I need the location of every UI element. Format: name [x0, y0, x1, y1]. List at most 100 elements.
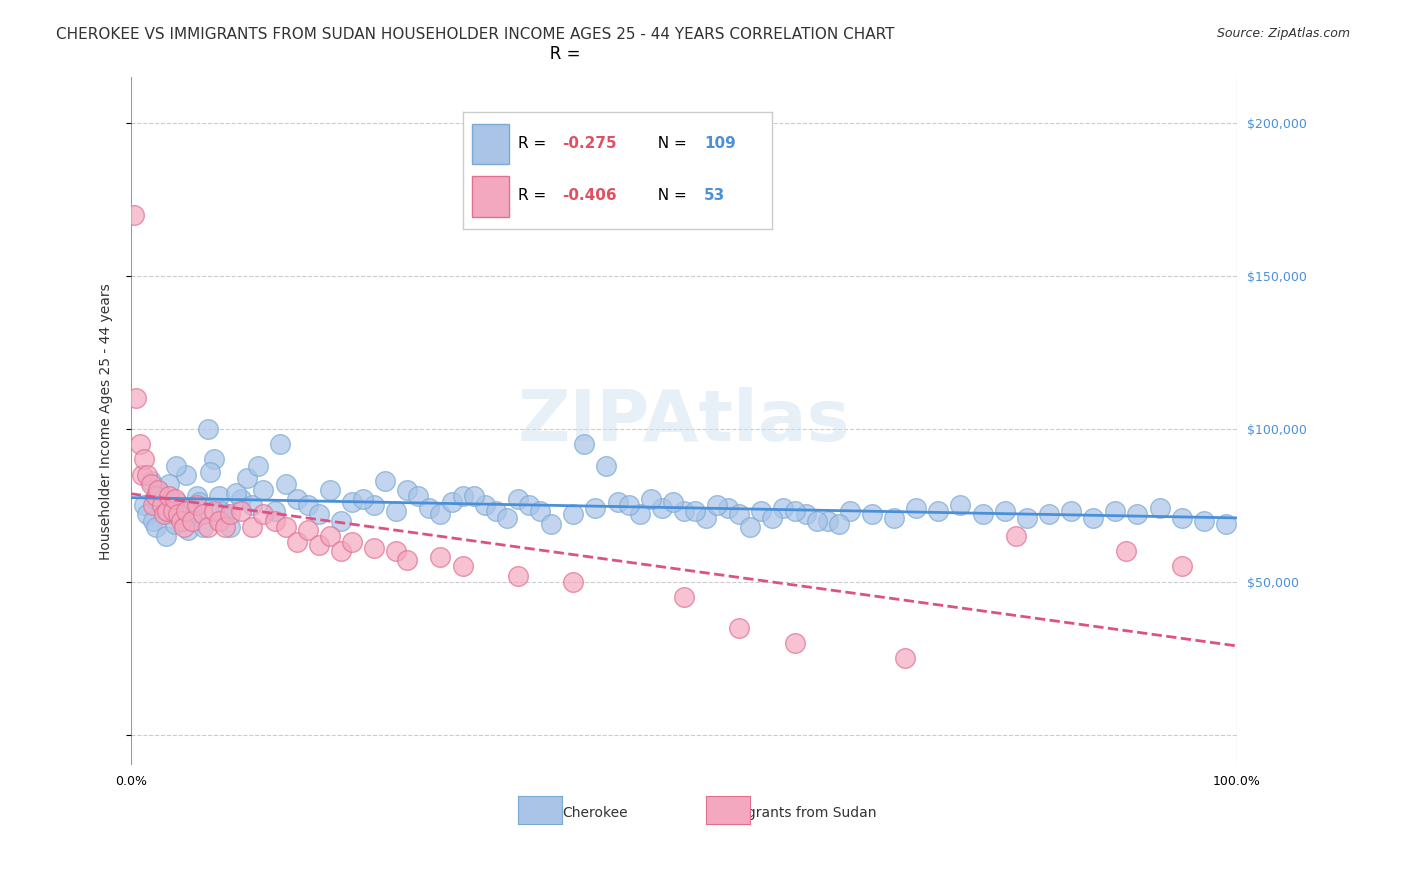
Point: [186, 489, 208, 503]
Point: [155, 529, 177, 543]
Point: [263, 514, 285, 528]
Point: [197, 422, 219, 436]
Point: [274, 477, 297, 491]
Point: [672, 590, 695, 604]
Point: [186, 498, 208, 512]
Point: [308, 508, 330, 522]
Point: [496, 510, 519, 524]
Point: [269, 437, 291, 451]
Point: [162, 508, 184, 522]
Point: [972, 508, 994, 522]
Point: [994, 504, 1017, 518]
Point: [242, 519, 264, 533]
Point: [191, 519, 214, 533]
Point: [180, 501, 202, 516]
Point: [197, 519, 219, 533]
Point: [363, 541, 385, 555]
Point: [595, 458, 617, 473]
Point: [139, 477, 162, 491]
Point: [385, 544, 408, 558]
Point: [173, 514, 195, 528]
Point: [562, 508, 585, 522]
Point: [263, 504, 285, 518]
Point: [125, 392, 148, 406]
Point: [606, 495, 628, 509]
Point: [252, 483, 274, 497]
Point: [662, 495, 685, 509]
Point: [706, 498, 728, 512]
Point: [142, 498, 165, 512]
Point: [329, 544, 352, 558]
Point: [166, 495, 188, 509]
Point: [219, 508, 242, 522]
Point: [651, 501, 673, 516]
Point: [583, 501, 606, 516]
Point: [191, 508, 214, 522]
Point: [562, 574, 585, 589]
Point: [169, 504, 191, 518]
Point: [163, 492, 186, 507]
Point: [717, 501, 740, 516]
Point: [174, 467, 197, 482]
Point: [418, 501, 440, 516]
Point: [184, 510, 207, 524]
Text: CHEROKEE VS IMMIGRANTS FROM SUDAN HOUSEHOLDER INCOME AGES 25 - 44 YEARS CORRELAT: CHEROKEE VS IMMIGRANTS FROM SUDAN HOUSEH…: [56, 27, 894, 42]
Point: [208, 489, 231, 503]
Point: [838, 504, 860, 518]
Point: [150, 498, 173, 512]
Point: [396, 483, 419, 497]
Point: [363, 498, 385, 512]
Point: [136, 467, 159, 482]
Point: [794, 508, 817, 522]
Point: [252, 508, 274, 522]
Point: [695, 510, 717, 524]
Point: [1038, 508, 1060, 522]
Point: [219, 519, 242, 533]
Point: [574, 437, 596, 451]
Point: [894, 651, 917, 665]
Point: [173, 519, 195, 533]
Point: [159, 489, 181, 503]
Point: [485, 504, 508, 518]
Point: [761, 510, 783, 524]
Point: [683, 504, 706, 518]
Point: [188, 495, 211, 509]
Point: [208, 514, 231, 528]
Point: [463, 489, 485, 503]
Point: [540, 516, 562, 531]
Point: [783, 636, 806, 650]
Point: [617, 498, 640, 512]
Point: [214, 508, 236, 522]
Point: [1192, 514, 1215, 528]
Point: [749, 504, 772, 518]
Point: [1104, 504, 1126, 518]
Point: [860, 508, 883, 522]
Point: [131, 467, 153, 482]
Point: [236, 471, 259, 485]
Point: [451, 489, 474, 503]
Point: [242, 498, 264, 512]
Point: [1126, 508, 1149, 522]
Point: [143, 492, 166, 507]
Point: [202, 452, 225, 467]
Point: [905, 501, 928, 516]
Point: [246, 458, 269, 473]
Point: [200, 465, 222, 479]
Point: [352, 492, 374, 507]
Point: [156, 504, 179, 518]
Point: [628, 508, 651, 522]
Point: [1115, 544, 1137, 558]
Point: [139, 474, 162, 488]
Point: [285, 492, 308, 507]
Point: [640, 492, 662, 507]
Point: [308, 538, 330, 552]
Point: [153, 508, 176, 522]
Point: [214, 519, 236, 533]
Point: [167, 508, 190, 522]
Point: [329, 514, 352, 528]
Point: [132, 452, 155, 467]
Point: [142, 514, 165, 528]
Point: [174, 504, 197, 518]
Point: [772, 501, 794, 516]
Point: [202, 504, 225, 518]
